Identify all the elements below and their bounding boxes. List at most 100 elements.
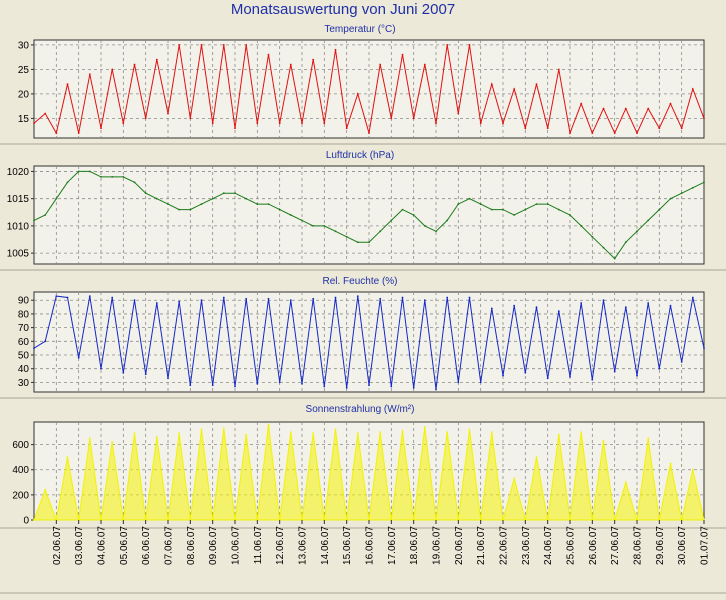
pressure-data-point (88, 170, 91, 173)
humidity-data-point (569, 376, 571, 378)
x-tick-label: 09.06.07 (208, 526, 219, 565)
pressure-data-point (122, 176, 125, 178)
radiation-data-point (289, 431, 292, 433)
temperature-data-point (356, 93, 359, 95)
humidity-ytick-label: 80 (18, 309, 30, 320)
pressure-data-point (55, 197, 58, 200)
humidity-ytick-label: 90 (18, 296, 30, 307)
pressure-data-point (613, 257, 616, 260)
humidity-data-point (222, 296, 225, 299)
humidity-data-point (423, 299, 426, 302)
radiation-data-point (401, 429, 404, 432)
humidity-data-point (490, 307, 493, 310)
temperature-data-point (535, 83, 538, 85)
radiation-series-area (33, 424, 705, 522)
pressure-data-point (703, 181, 705, 184)
temperature-data-point (312, 58, 315, 61)
humidity-data-point (33, 347, 35, 350)
humidity-data-point (167, 377, 169, 380)
pressure-data-point (390, 219, 393, 222)
radiation-data-point (535, 456, 538, 459)
humidity-data-point (468, 296, 471, 299)
humidity-ytick-label: 30 (18, 378, 30, 389)
temperature-data-point (345, 127, 348, 130)
pressure-data-point (66, 181, 69, 184)
pressure-data-point (490, 208, 493, 211)
radiation-data-point (468, 428, 471, 431)
radiation-data-point (88, 437, 91, 440)
pressure-data-point (524, 208, 527, 211)
pressure-data-point (211, 197, 214, 200)
radiation-data-point (691, 468, 694, 471)
pressure-data-point (44, 214, 47, 216)
humidity-data-point (211, 384, 214, 387)
humidity-data-point (390, 385, 393, 388)
temperature-data-point (133, 63, 136, 66)
radiation-data-point (490, 431, 493, 433)
temperature-data-point (323, 122, 326, 125)
x-tick-label: 29.06.07 (655, 526, 666, 565)
x-tick-label: 13.06.07 (298, 526, 309, 565)
pressure-data-point (435, 230, 437, 233)
humidity-data-point (100, 367, 102, 370)
humidity-data-point (345, 387, 348, 389)
humidity-data-point (557, 310, 560, 313)
humidity-data-point (435, 388, 437, 391)
temperature-data-point (479, 122, 482, 125)
x-tick-label: 20.06.07 (454, 526, 465, 565)
humidity-data-point (44, 340, 47, 343)
temperature-data-point (33, 122, 35, 125)
x-tick-label: 24.06.07 (543, 526, 554, 565)
pressure-data-point (379, 230, 382, 233)
temperature-data-point (66, 83, 69, 85)
humidity-data-point (379, 297, 382, 300)
x-tick-label: 22.06.07 (499, 526, 510, 565)
temperature-data-point (267, 53, 270, 56)
radiation-data-point (379, 431, 382, 433)
temperature-data-point (524, 127, 527, 130)
x-tick-label: 08.06.07 (186, 526, 197, 565)
pressure-data-point (222, 192, 225, 195)
pressure-data-point (200, 203, 203, 206)
temperature-data-point (189, 117, 192, 120)
pressure-data-point (133, 181, 136, 184)
temperature-data-point (546, 127, 549, 130)
temperature-data-point (457, 112, 460, 115)
pressure-data-point (691, 186, 694, 189)
temperature-data-point (379, 63, 382, 66)
x-tick-label: 26.06.07 (588, 526, 599, 565)
temperature-data-point (334, 48, 337, 51)
radiation-data-point (44, 488, 47, 491)
humidity-data-point (77, 356, 80, 359)
pressure-data-point (680, 192, 683, 195)
humidity-data-point (636, 374, 638, 377)
temperature-data-point (245, 44, 248, 46)
humidity-ytick-label: 70 (18, 323, 30, 334)
temperature-data-point (256, 122, 259, 125)
x-tick-label: 23.06.07 (521, 526, 532, 565)
temperature-data-point (423, 63, 426, 66)
pressure-data-point (513, 214, 516, 216)
pressure-data-point (535, 203, 538, 206)
radiation-data-point (356, 432, 359, 435)
temperature-data-point (636, 132, 638, 135)
humidity-data-point (647, 302, 650, 304)
radiation-ytick-label: 600 (12, 440, 29, 451)
pressure-data-point (234, 192, 236, 195)
humidity-data-point (479, 381, 482, 384)
humidity-data-point (234, 385, 236, 388)
pressure-data-point (602, 246, 605, 249)
pressure-data-point (356, 241, 359, 244)
x-tick-label: 16.06.07 (365, 526, 376, 565)
humidity-data-point (267, 297, 270, 300)
pressure-data-point (669, 197, 672, 200)
x-tick-label: 30.06.07 (677, 526, 688, 565)
humidity-data-point (580, 302, 583, 304)
pressure-data-point (301, 219, 303, 222)
temperature-data-point (591, 132, 594, 135)
humidity-data-point (111, 296, 114, 299)
radiation-ytick-label: 400 (12, 465, 29, 476)
radiation-data-point (334, 428, 337, 431)
pressure-data-point (267, 203, 270, 206)
